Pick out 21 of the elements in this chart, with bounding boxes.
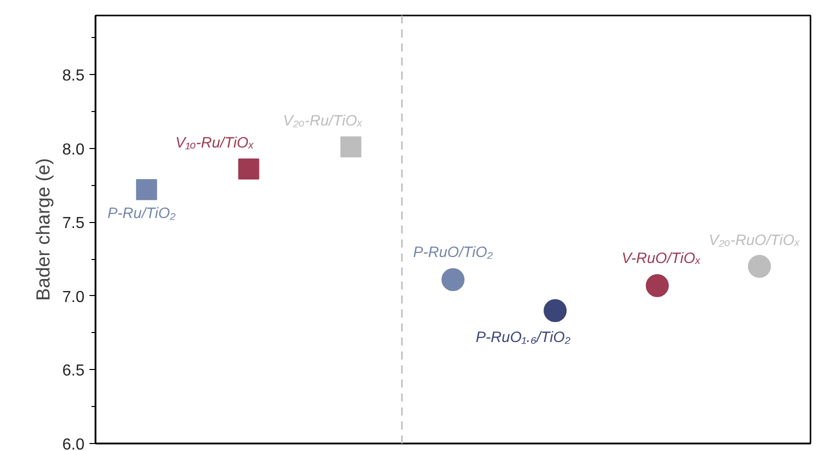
y-tick-label: 7.5	[62, 215, 85, 232]
series-label: P-RuO₁.₆/TiO₂	[476, 329, 571, 346]
point	[544, 299, 567, 322]
series-label: P-RuO/TiO₂	[413, 244, 494, 262]
point	[340, 136, 362, 158]
point	[136, 179, 158, 200]
y-tick-label: 6.5	[62, 362, 85, 380]
series-label: P-Ru/TiO₂	[108, 205, 176, 222]
y-tick-label: 7.0	[62, 288, 85, 306]
y-tick-label: 8.0	[62, 141, 85, 158]
y-tick-label: 6.0	[62, 436, 85, 451]
series-label: V-RuO/TiOₓ	[622, 250, 702, 268]
series-label: V₂ₒ-RuO/TiOₓ	[708, 232, 800, 249]
point	[748, 254, 771, 278]
point	[646, 274, 669, 298]
series-label: V₂ₒ-Ru/TiOₓ	[282, 112, 364, 130]
y-axis-title: Bader charge (e)	[33, 158, 54, 301]
point	[238, 158, 260, 180]
series-label: V₁ₒ-Ru/TiOₓ	[175, 134, 254, 152]
y-tick-label: 8.5	[62, 68, 85, 85]
point	[442, 268, 464, 292]
